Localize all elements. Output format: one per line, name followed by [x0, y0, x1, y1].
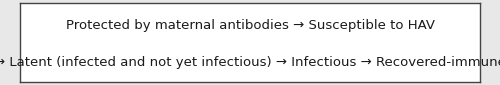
Text: → Latent (infected and not yet infectious) → Infectious → Recovered-immune: → Latent (infected and not yet infectiou…: [0, 56, 500, 69]
Text: Protected by maternal antibodies → Susceptible to HAV: Protected by maternal antibodies → Susce…: [66, 19, 434, 32]
